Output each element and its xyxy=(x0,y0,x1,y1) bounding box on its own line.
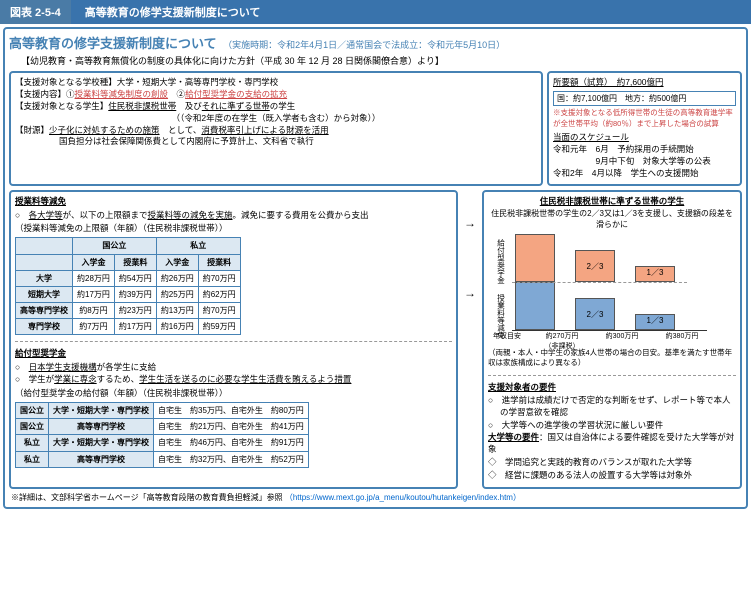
grant-i1: ○ 日本学生支援機構が各学生に支給 xyxy=(15,362,452,374)
table1-caption: （授業料等減免の上限額（年額）（住民税非課税世帯）） xyxy=(15,223,452,235)
req2-title: 大学等の要件 xyxy=(488,432,539,442)
fig-number: 図表 2-5-4 xyxy=(0,0,71,24)
bar-chart: 給付型奨学金 授業料等減免 2／3 2／3 1／3 1／3 年収目安 約270万… xyxy=(497,234,727,344)
footer-url: （https://www.mext.go.jp/a_menu/koutou/hu… xyxy=(285,493,521,502)
ylabel-1: 給付型奨学金 xyxy=(495,239,506,284)
right-detail-box: 住民税非課税世帯に準ずる世帯の学生 住民税非課税世帯の学生の2／3又は1／3を支… xyxy=(482,190,742,489)
sched-2: 9月中下旬 対象大学等の公表 xyxy=(553,156,736,168)
footer: ※詳細は、文部科学省ホームページ「高等教育段階の教育費負担軽減」参照 （http… xyxy=(11,492,740,503)
main-title: 高等教育の修学支援新制度について xyxy=(9,36,217,51)
date-sub: （実施時期：令和2年4月1日／通常国会で法成立：令和元年5月10日） xyxy=(223,40,505,50)
l2c: 授業料等減免制度の創設 xyxy=(75,89,169,99)
req-title: 支援対象者の要件 xyxy=(488,382,736,394)
req-3: ◇ 学問追究と実践的教育のバランスが取れた大学等 xyxy=(488,457,736,469)
l2e: 給付型奨学金の支給の拡充 xyxy=(185,89,287,99)
l4e: 国負担分は社会保障関係費として内閣府に予算計上、文科省で執行 xyxy=(15,136,537,148)
chart-title: 住民税非課税世帯に準ずる世帯の学生 xyxy=(488,196,736,208)
l2a: 【支援内容】 xyxy=(15,89,66,99)
arrow-icon: →→ xyxy=(462,186,478,489)
budget-breakdown: 国：約7,100億円 地方：約500億円 xyxy=(553,91,736,106)
req-2: ○ 大学等への進学後の学習状況に厳しい要件 xyxy=(488,420,736,432)
sched-3: 令和2年 4月以降 学生への支援開始 xyxy=(553,168,736,180)
source-note: 【幼児教育・高等教育無償化の制度の具体化に向けた方針（平成 30 年 12 月 … xyxy=(21,54,742,67)
reduction-item: ○ 各大学等が、以下の上限額まで授業料等の減免を実施。減免に要する費用を公費から… xyxy=(15,210,452,222)
l3f: （（令和2年度の在学生（既入学者も含む）から対象）） xyxy=(15,113,537,125)
l3a: 【支援対象となる学生】 xyxy=(15,101,108,111)
overview-box: 【支援対象となる学校種】大学・短期大学・高等専門学校・専門学校 【支援内容】①授… xyxy=(9,71,543,186)
fig-title: 高等教育の修学支援新制度について xyxy=(71,0,751,24)
grant-table: 国公立大学・短期大学・専門学校自宅生 約35万円、自宅外生 約80万円国公立高等… xyxy=(15,402,309,468)
l4a: 【財源】 xyxy=(15,125,49,135)
l1a: 【支援対象となる学校種】 xyxy=(15,77,117,87)
content-frame: 高等教育の修学支援新制度について （実施時期：令和2年4月1日／通常国会で法成立… xyxy=(3,27,748,509)
chart-sub: 住民税非課税世帯の学生の2／3又は1／3を支援し、支援額の段差を滑らかに xyxy=(488,208,736,230)
table2-caption: （給付型奨学金の給付額（年額）（住民税非課税世帯）） xyxy=(15,388,452,400)
grant-i2: ○ 学生が学業に専念するため、学生生活を送るのに必要な学生生活費を賄えるよう措置 xyxy=(15,374,452,386)
header: 図表 2-5-4 高等教育の修学支援新制度について xyxy=(0,0,751,24)
schedule-title: 当面のスケジュール xyxy=(553,132,736,144)
left-detail-box: 授業料等減免 ○ 各大学等が、以下の上限額まで授業料等の減免を実施。減免に要する… xyxy=(9,190,458,489)
budget-box: 所要額（試算） 約7,600億円 国：約7,100億円 地方：約500億円 ※支… xyxy=(547,71,742,186)
chart-note: （両親・本人・中学生の家族4人世帯の場合の目安。基準を満たす世帯年収は家族構成に… xyxy=(488,348,736,369)
grant-title: 給付型奨学金 xyxy=(15,348,452,360)
top-heading: 高等教育の修学支援新制度について （実施時期：令和2年4月1日／通常国会で法成立… xyxy=(9,33,742,52)
req-4: ◇ 経営に課題のある法人の設置する大学等は対象外 xyxy=(488,470,736,482)
reduction-title: 授業料等減免 xyxy=(15,196,452,208)
l1b: 大学・短期大学・高等専門学校・専門学校 xyxy=(117,77,279,87)
reduction-table: 国公立私立 入学金授業料入学金授業料 大学約28万円約54万円約26万円約70万… xyxy=(15,237,241,335)
req-1: ○ 進学前は成績だけで否定的な判断をせず、レポート等で本人の学習意欲を確認 xyxy=(488,395,736,419)
budget-total: 所要額（試算） 約7,600億円 xyxy=(553,77,736,89)
sched-1: 令和元年 6月 予約採用の手続開始 xyxy=(553,144,736,156)
budget-note: ※支援対象となる低所得世帯の生徒の高等教育進学率が全世帯平均（約80％）まで上昇… xyxy=(553,108,736,129)
